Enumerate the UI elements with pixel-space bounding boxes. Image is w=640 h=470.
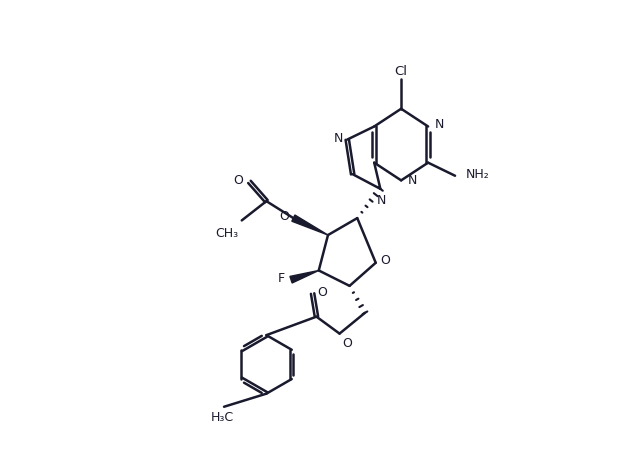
Text: NH₂: NH₂	[466, 168, 490, 180]
Polygon shape	[290, 270, 319, 283]
Text: CH₃: CH₃	[215, 227, 238, 240]
Text: O: O	[317, 285, 327, 298]
Text: N: N	[435, 118, 444, 132]
Text: O: O	[279, 210, 289, 223]
Text: H₃C: H₃C	[211, 411, 234, 424]
Text: O: O	[380, 254, 390, 267]
Text: O: O	[342, 337, 353, 351]
Text: F: F	[278, 272, 285, 285]
Polygon shape	[292, 215, 328, 235]
Text: N: N	[407, 174, 417, 187]
Text: O: O	[234, 174, 243, 187]
Text: N: N	[333, 132, 342, 144]
Text: N: N	[377, 194, 387, 207]
Text: Cl: Cl	[395, 65, 408, 78]
